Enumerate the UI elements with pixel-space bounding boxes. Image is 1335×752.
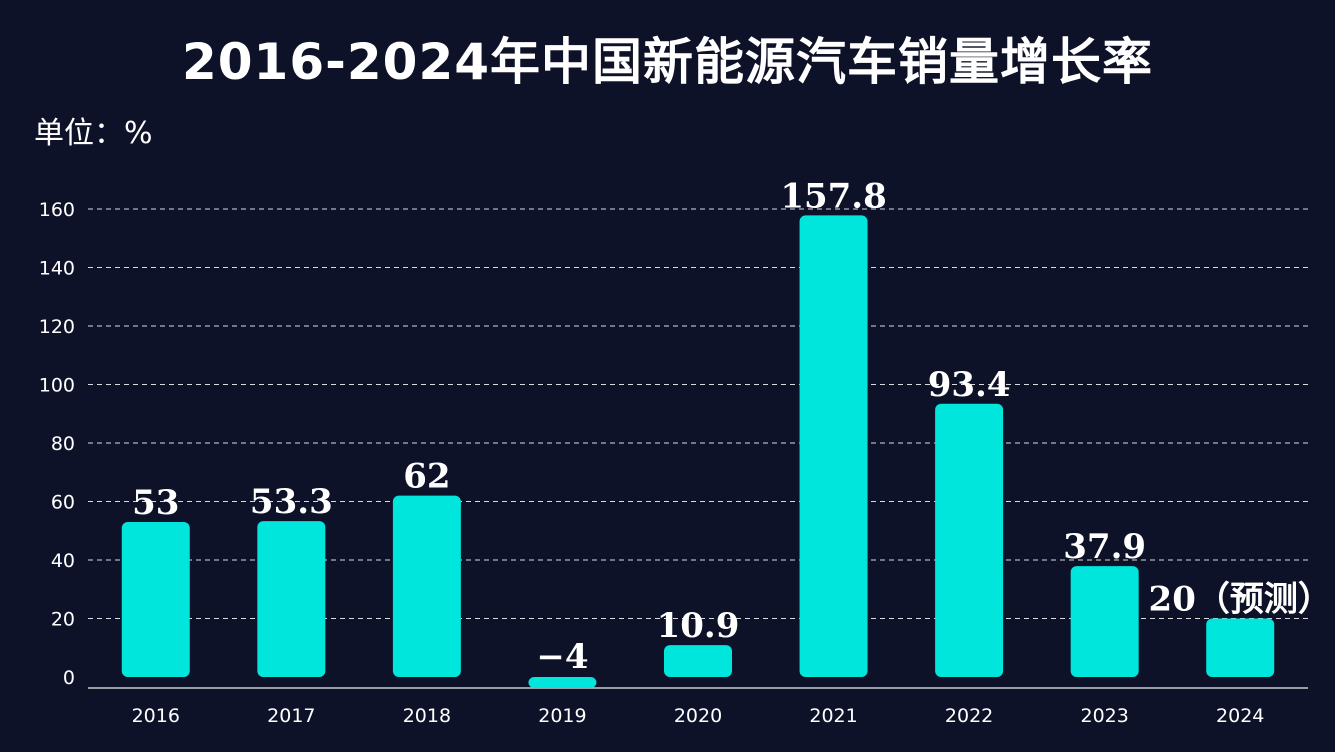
bar-2024 xyxy=(1206,618,1275,677)
y-tick-label: 120 xyxy=(39,316,75,338)
bar-2021 xyxy=(799,215,868,677)
value-label-2017: 53.3 xyxy=(250,482,333,522)
bar-2019 xyxy=(528,677,597,688)
value-label-2024: 20（预测） xyxy=(1149,580,1332,620)
y-tick-label: 100 xyxy=(39,375,75,397)
y-axis-ticks: 0 20 40 60 80 100 120 140 160 xyxy=(39,199,75,689)
y-tick-label: 140 xyxy=(39,258,75,280)
bar-2016 xyxy=(121,521,190,677)
bar-2017 xyxy=(257,521,326,677)
bar-2020 xyxy=(664,645,732,677)
x-tick-label-2024: 2024 xyxy=(1216,705,1264,727)
bar-2023 xyxy=(1070,566,1139,677)
y-tick-label: 0 xyxy=(63,667,75,689)
x-tick-label-2020: 2020 xyxy=(674,705,722,727)
x-tick-label-2021: 2021 xyxy=(809,705,857,727)
value-label-2021: 157.8 xyxy=(780,176,886,216)
value-label-2018: 62 xyxy=(403,457,450,497)
y-tick-label: 160 xyxy=(39,199,75,221)
x-tick-label-2022: 2022 xyxy=(945,705,993,727)
bar-2022 xyxy=(935,403,1004,677)
x-axis-ticks: 2016 2017 2018 2019 2020 2021 2022 2023 2024 xyxy=(132,705,1265,727)
value-label-2019: −4 xyxy=(536,637,588,677)
x-tick-label-2019: 2019 xyxy=(538,705,586,727)
chart-title: 2016-2024年中国新能源汽车销量增长率 xyxy=(181,33,1154,91)
value-label-2023: 37.9 xyxy=(1063,527,1146,567)
y-tick-label: 80 xyxy=(51,433,75,455)
bars xyxy=(121,215,1275,688)
value-label-2020: 10.9 xyxy=(657,606,740,646)
x-tick-label-2023: 2023 xyxy=(1080,705,1128,727)
value-labels: 53 53.3 62 −4 10.9 157.8 93.4 37.920（预测） xyxy=(132,176,1332,677)
y-tick-label: 60 xyxy=(51,492,75,514)
bar-2018 xyxy=(392,495,461,677)
y-tick-label: 40 xyxy=(51,550,75,572)
x-tick-label-2016: 2016 xyxy=(132,705,180,727)
y-tick-label: 20 xyxy=(51,609,75,631)
x-tick-label-2018: 2018 xyxy=(403,705,451,727)
value-label-2016: 53 xyxy=(132,483,179,523)
x-tick-label-2017: 2017 xyxy=(267,705,315,727)
unit-label: 单位：% xyxy=(34,116,153,151)
value-label-2022: 93.4 xyxy=(928,365,1011,405)
